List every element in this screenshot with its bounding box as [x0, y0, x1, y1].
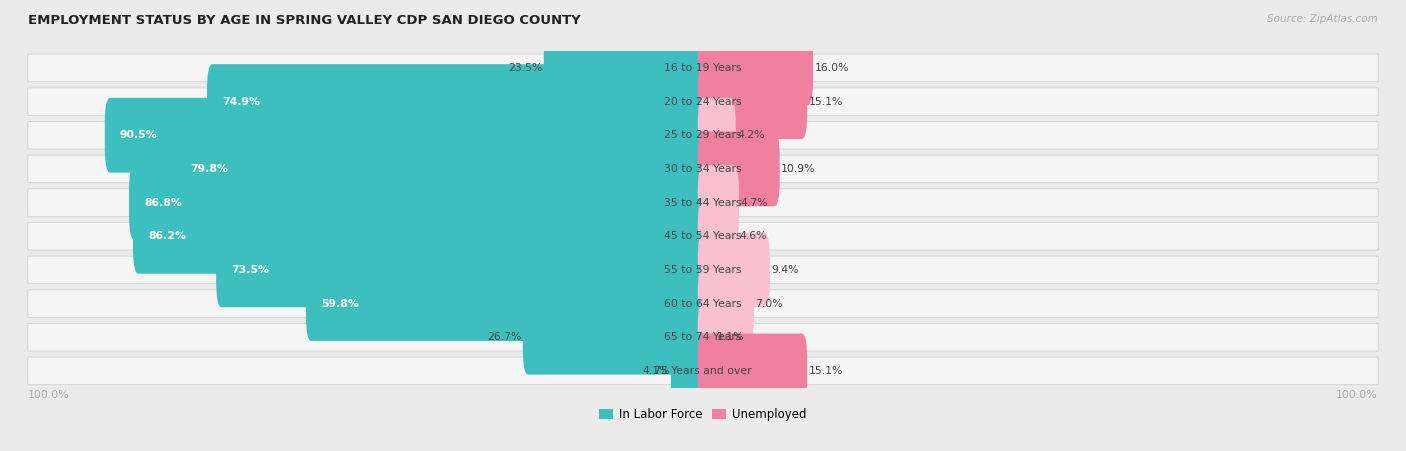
Text: 73.5%: 73.5% — [231, 265, 269, 275]
FancyBboxPatch shape — [28, 155, 1378, 183]
Text: 65 to 74 Years: 65 to 74 Years — [664, 332, 742, 342]
FancyBboxPatch shape — [697, 233, 770, 307]
Text: 9.4%: 9.4% — [770, 265, 799, 275]
FancyBboxPatch shape — [129, 165, 709, 240]
FancyBboxPatch shape — [544, 31, 709, 105]
Text: 4.2%: 4.2% — [737, 130, 765, 140]
FancyBboxPatch shape — [307, 266, 709, 341]
Text: 25 to 29 Years: 25 to 29 Years — [664, 130, 742, 140]
Text: 79.8%: 79.8% — [190, 164, 228, 174]
FancyBboxPatch shape — [28, 256, 1378, 284]
FancyBboxPatch shape — [697, 132, 780, 206]
Text: 86.8%: 86.8% — [143, 198, 181, 207]
FancyBboxPatch shape — [174, 132, 709, 206]
FancyBboxPatch shape — [207, 64, 709, 139]
Text: 55 to 59 Years: 55 to 59 Years — [664, 265, 742, 275]
Text: 4.1%: 4.1% — [643, 366, 669, 376]
Text: 16.0%: 16.0% — [814, 63, 849, 73]
Text: 86.2%: 86.2% — [148, 231, 186, 241]
Text: 90.5%: 90.5% — [120, 130, 157, 140]
Text: Source: ZipAtlas.com: Source: ZipAtlas.com — [1267, 14, 1378, 23]
FancyBboxPatch shape — [697, 165, 740, 240]
Text: 30 to 34 Years: 30 to 34 Years — [664, 164, 742, 174]
Text: 4.6%: 4.6% — [740, 231, 768, 241]
Text: 59.8%: 59.8% — [321, 299, 359, 308]
Text: 60 to 64 Years: 60 to 64 Years — [664, 299, 742, 308]
FancyBboxPatch shape — [105, 98, 709, 173]
Text: 16 to 19 Years: 16 to 19 Years — [664, 63, 742, 73]
Text: 7.0%: 7.0% — [755, 299, 783, 308]
Text: EMPLOYMENT STATUS BY AGE IN SPRING VALLEY CDP SAN DIEGO COUNTY: EMPLOYMENT STATUS BY AGE IN SPRING VALLE… — [28, 14, 581, 27]
FancyBboxPatch shape — [697, 266, 754, 341]
FancyBboxPatch shape — [28, 357, 1378, 385]
FancyBboxPatch shape — [28, 323, 1378, 351]
FancyBboxPatch shape — [134, 199, 709, 274]
FancyBboxPatch shape — [28, 222, 1378, 250]
Text: 35 to 44 Years: 35 to 44 Years — [664, 198, 742, 207]
Text: 23.5%: 23.5% — [508, 63, 543, 73]
FancyBboxPatch shape — [217, 233, 709, 307]
FancyBboxPatch shape — [28, 121, 1378, 149]
Text: 75 Years and over: 75 Years and over — [654, 366, 752, 376]
FancyBboxPatch shape — [28, 54, 1378, 82]
FancyBboxPatch shape — [28, 290, 1378, 318]
Legend: In Labor Force, Unemployed: In Labor Force, Unemployed — [595, 403, 811, 426]
Text: 26.7%: 26.7% — [486, 332, 522, 342]
Text: 100.0%: 100.0% — [1336, 390, 1378, 400]
FancyBboxPatch shape — [523, 300, 709, 375]
FancyBboxPatch shape — [697, 300, 716, 375]
Text: 15.1%: 15.1% — [808, 366, 842, 376]
FancyBboxPatch shape — [28, 88, 1378, 115]
FancyBboxPatch shape — [671, 334, 709, 408]
FancyBboxPatch shape — [697, 98, 735, 173]
FancyBboxPatch shape — [697, 199, 738, 274]
Text: 1.1%: 1.1% — [717, 332, 744, 342]
Text: 15.1%: 15.1% — [808, 97, 842, 106]
Text: 10.9%: 10.9% — [780, 164, 815, 174]
Text: 100.0%: 100.0% — [28, 390, 70, 400]
FancyBboxPatch shape — [697, 64, 807, 139]
Text: 20 to 24 Years: 20 to 24 Years — [664, 97, 742, 106]
Text: 4.7%: 4.7% — [741, 198, 768, 207]
Text: 45 to 54 Years: 45 to 54 Years — [664, 231, 742, 241]
FancyBboxPatch shape — [697, 31, 813, 105]
FancyBboxPatch shape — [28, 189, 1378, 216]
FancyBboxPatch shape — [697, 334, 807, 408]
Text: 74.9%: 74.9% — [222, 97, 260, 106]
